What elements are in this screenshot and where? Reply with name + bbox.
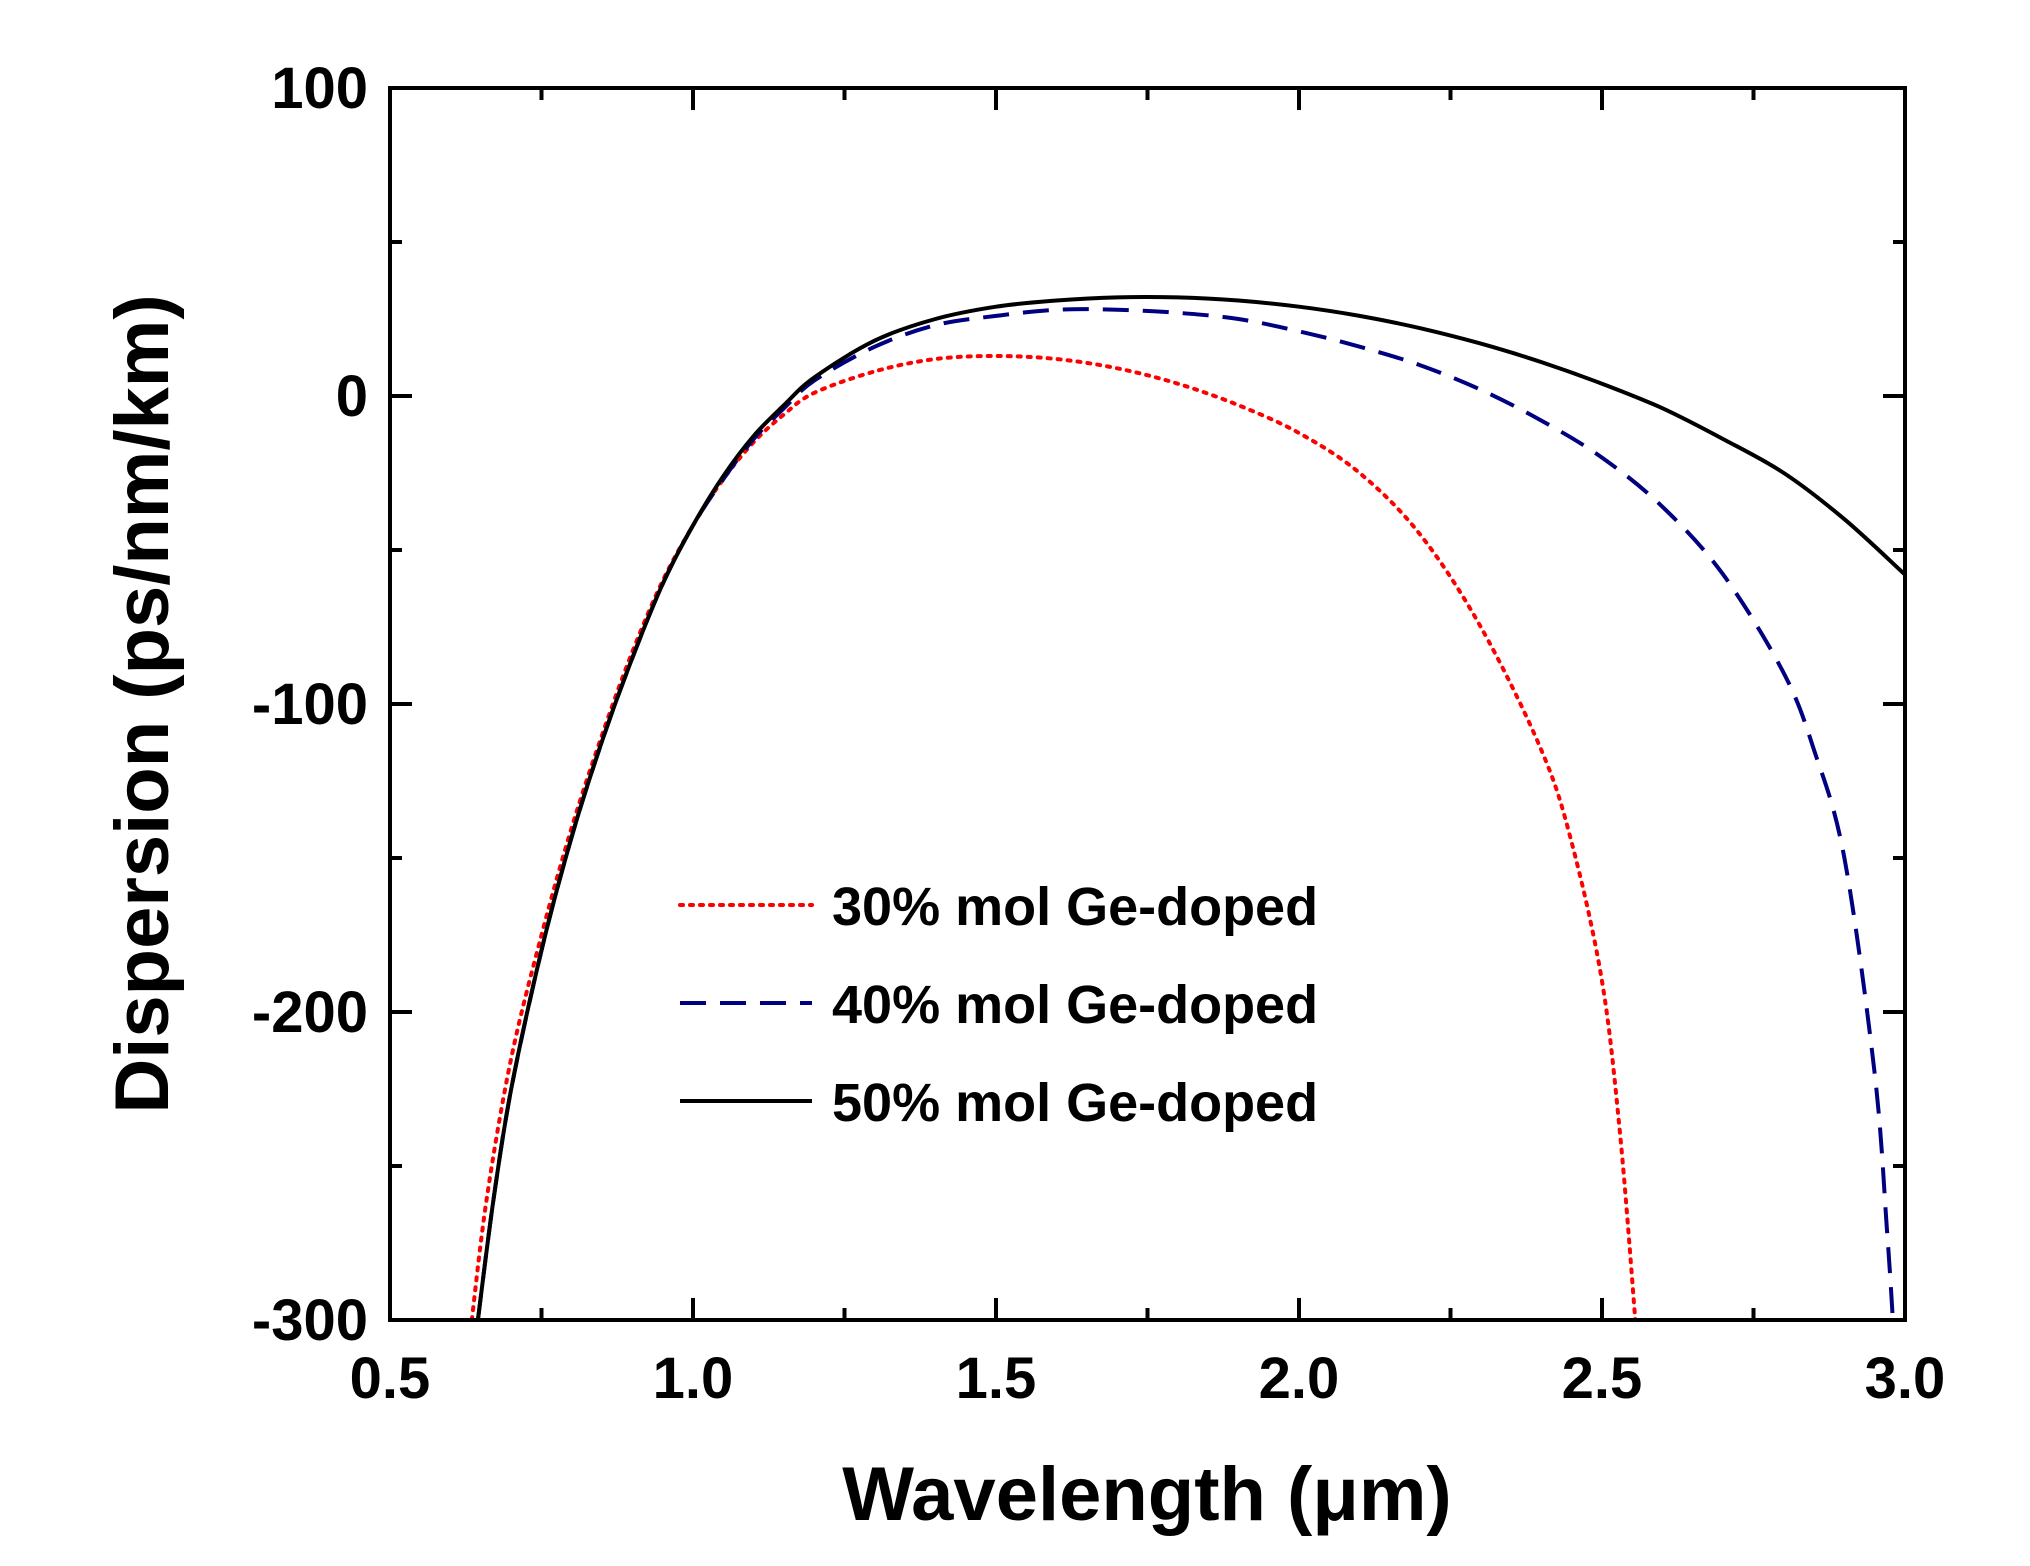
x-axis-title: Wavelength (μm) [842,1452,1451,1537]
series-line-3 [475,295,1905,1320]
ticks-layer [388,86,1907,1322]
y-tick-label: -200 [252,980,368,1045]
y-tick-label: 0 [336,364,368,429]
y-tick-label: -300 [252,1288,368,1353]
x-tick-label: 0.5 [350,1346,431,1411]
legend: 30% mol Ge-doped 40% mol Ge-doped 50% mol … [678,877,1318,1133]
legend-label: 50% mol Ge-doped [832,1073,1318,1133]
y-tick-labels: 100 0 -100 -200 -300 [252,56,368,1353]
series-layer [469,295,1905,1320]
x-tick-label: 2.5 [1562,1346,1643,1411]
x-tick-label: 2.0 [1259,1346,1340,1411]
y-tick-label: -100 [252,672,368,737]
series-line-1 [469,353,1638,1320]
x-tick-label: 1.0 [653,1346,734,1411]
x-tick-label: 3.0 [1865,1346,1946,1411]
plot-frame [388,86,1907,1322]
y-tick-label: 100 [271,56,368,121]
x-tick-labels: 0.5 1.0 1.5 2.0 2.5 3.0 [350,1346,1946,1411]
x-tick-label: 1.5 [956,1346,1037,1411]
series-line-2 [475,307,1895,1320]
y-axis-title: Dispersion (ps/nm/km) [100,294,185,1113]
legend-label: 40% mol Ge-doped [832,975,1318,1035]
legend-label: 30% mol Ge-doped [832,877,1318,937]
